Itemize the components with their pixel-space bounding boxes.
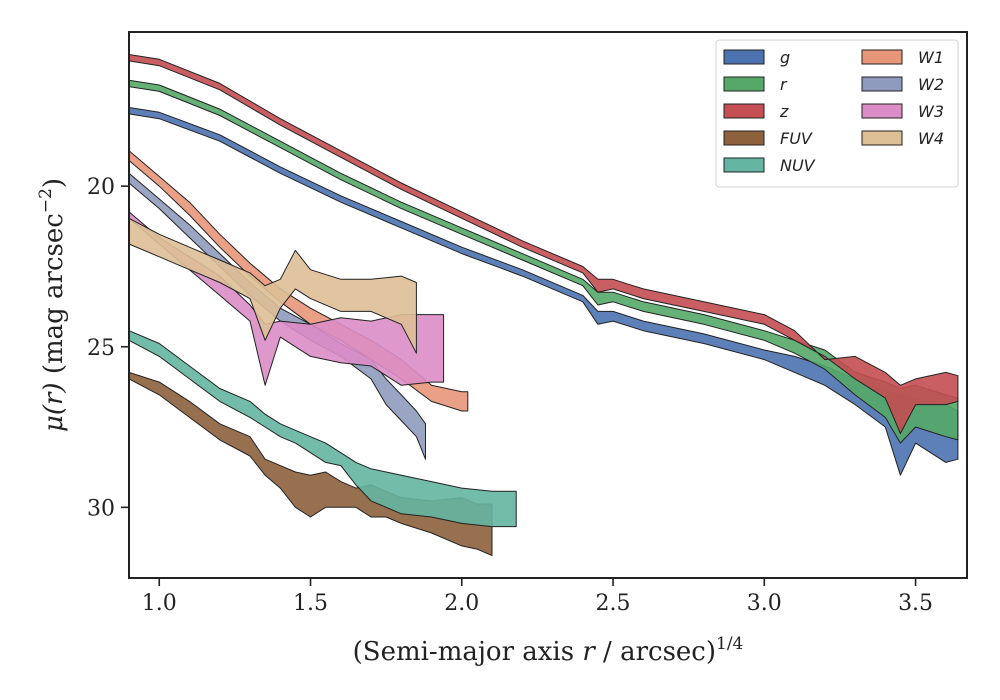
legend-swatch-w1 <box>861 49 903 65</box>
legend-swatch-w3 <box>861 103 903 119</box>
legend-label-g: g <box>780 48 790 67</box>
x-axis: 1.0 1.5 2.0 2.5 3.0 3.5 <box>142 578 933 616</box>
legend-label-fuv: FUV <box>780 129 813 148</box>
y-axis-label: μ(r) (mag arcsec−2) <box>36 178 69 432</box>
legend-label-w4: W4 <box>918 129 944 148</box>
x-tick-label: 2.5 <box>596 591 631 616</box>
x-tick-label: 3.5 <box>898 591 933 616</box>
x-tick-label: 2.0 <box>444 591 479 616</box>
plot-frame <box>128 31 968 579</box>
band-w4 <box>128 217 417 354</box>
legend-swatch-r <box>723 76 765 92</box>
band-w1 <box>128 150 469 412</box>
y-tick-label: 20 <box>87 175 115 200</box>
x-axis-label: (Semi-major axis r / arcsec)1/4 <box>353 634 744 667</box>
band-nuv <box>128 330 517 528</box>
legend-label-w2: W2 <box>918 75 944 94</box>
band-r <box>128 79 959 444</box>
legend-label-r: r <box>780 75 788 94</box>
band-z <box>128 54 959 434</box>
legend-label-w1: W1 <box>918 48 944 67</box>
legend-label-w3: W3 <box>918 102 944 121</box>
legend-swatch-g <box>723 49 765 65</box>
x-tick-label: 1.0 <box>142 591 177 616</box>
legend: grz FUV NUV W1 W2 W3 W4 <box>715 39 959 188</box>
data-bands <box>128 54 959 556</box>
x-tick-label: 1.5 <box>293 591 328 616</box>
legend-label-nuv: NUV <box>780 156 816 175</box>
legend-swatch-z <box>723 103 765 119</box>
legend-swatch-fuv <box>723 130 765 146</box>
y-tick-label: 25 <box>87 336 115 361</box>
legend-label-z: z <box>779 102 789 121</box>
legend-swatch-w4 <box>861 130 903 146</box>
y-axis: 20 25 30 <box>87 175 129 521</box>
band-g <box>128 107 959 476</box>
legend-swatch-w2 <box>861 76 903 92</box>
legend-swatch-nuv <box>723 157 765 173</box>
x-tick-label: 3.0 <box>747 591 782 616</box>
y-tick-label: 30 <box>87 496 115 521</box>
